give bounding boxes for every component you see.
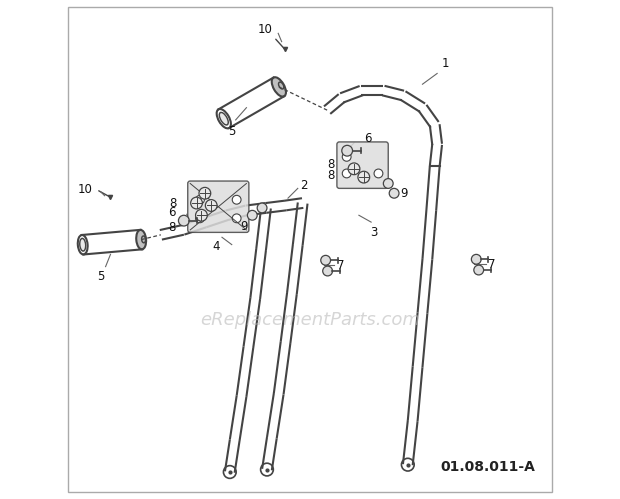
Text: 3: 3 [370,226,377,239]
Circle shape [323,266,332,276]
Circle shape [232,214,241,223]
Circle shape [195,195,205,204]
Text: 9: 9 [400,187,407,200]
Text: eReplacementParts.com: eReplacementParts.com [200,311,420,329]
Circle shape [195,214,205,223]
Text: 5: 5 [228,125,236,138]
Circle shape [474,265,484,275]
Ellipse shape [278,82,284,89]
Circle shape [348,163,360,175]
Circle shape [199,188,211,199]
Text: 8: 8 [327,158,335,171]
Circle shape [342,152,351,161]
Ellipse shape [80,239,86,251]
Text: 5: 5 [97,270,104,283]
Text: 10: 10 [78,183,92,196]
Text: 1: 1 [442,56,450,69]
Text: 6: 6 [168,206,175,219]
Circle shape [257,203,267,213]
Circle shape [383,179,393,189]
Circle shape [191,197,202,209]
Circle shape [471,254,481,264]
Circle shape [247,211,257,220]
Circle shape [342,169,351,178]
Text: 7: 7 [337,258,345,271]
Circle shape [232,195,241,204]
Text: 7: 7 [489,257,496,270]
Text: 8: 8 [169,221,176,234]
Circle shape [205,200,217,212]
Circle shape [179,215,189,226]
Text: 6: 6 [364,132,371,145]
Circle shape [321,255,330,265]
Circle shape [358,171,370,183]
Ellipse shape [272,77,286,97]
Ellipse shape [141,236,146,243]
Text: 8: 8 [169,197,176,210]
Circle shape [342,145,353,156]
Circle shape [195,210,207,221]
FancyBboxPatch shape [337,142,388,189]
Ellipse shape [219,112,228,125]
FancyBboxPatch shape [188,181,249,233]
Circle shape [389,189,399,198]
Text: 2: 2 [300,180,308,193]
Text: 9: 9 [240,220,248,233]
Text: 8: 8 [327,169,335,182]
Text: 01.08.011-A: 01.08.011-A [440,461,535,475]
Text: 4: 4 [213,240,220,253]
Text: 10: 10 [257,23,272,36]
Circle shape [374,169,383,178]
Ellipse shape [136,230,146,250]
